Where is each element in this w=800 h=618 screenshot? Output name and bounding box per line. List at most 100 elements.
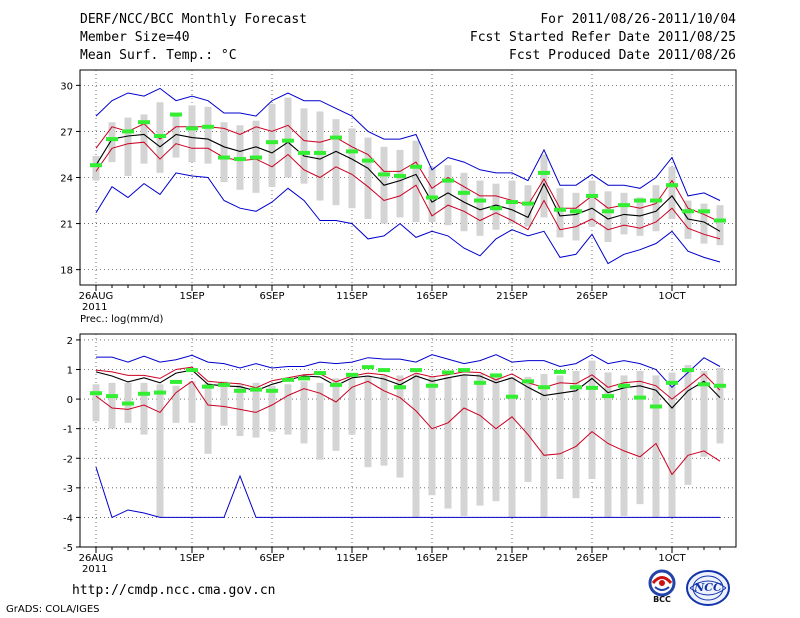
panel2-median-marker <box>426 383 438 388</box>
panel1-median-marker <box>522 201 534 206</box>
panel2-frame <box>79 333 737 548</box>
panel2-spread-box <box>412 373 420 518</box>
panel2-spread-box <box>348 378 356 435</box>
panel2-median-marker <box>314 371 326 376</box>
panel1-spread-box <box>412 140 420 223</box>
panel1-spread-box <box>140 114 148 164</box>
panel1-median-marker <box>234 157 246 162</box>
panel2-median-marker <box>490 373 502 378</box>
panel2-spread-box <box>316 382 324 460</box>
panel2-spread-box <box>140 382 148 435</box>
panel2-y-tick-label: -2 <box>63 454 73 465</box>
panel2-spread-box <box>620 375 628 516</box>
bcc-logo-icon <box>648 569 676 597</box>
panel1-spread-box <box>620 192 628 235</box>
panel2-median-marker <box>618 383 630 388</box>
panel1-median-marker <box>378 172 390 177</box>
panel1-y-tick-label: 27 <box>60 127 73 138</box>
panel2-spread-box <box>652 375 660 518</box>
panel2-lower-percentile-line <box>95 380 721 476</box>
panel1-spread-box <box>268 103 276 187</box>
panel2-spread-box <box>524 376 532 482</box>
panel2-spread-box <box>572 370 580 499</box>
panel1-spread-box <box>476 180 484 236</box>
panel1-median-marker <box>506 200 518 205</box>
panel1-median-marker <box>698 209 710 214</box>
panel2-median-marker <box>122 401 134 406</box>
panel1-y-tick-label: 30 <box>60 81 73 92</box>
panel1-ensemble-mean-line <box>95 133 721 232</box>
start-date-label: Fcst Started Refer Date 2011/08/25 <box>469 30 736 45</box>
panel2-median-marker <box>410 368 422 373</box>
panel1-spread-box <box>716 205 724 246</box>
panel1-x-year-label: 2011 <box>82 302 107 313</box>
panel2-y-tick-label: -4 <box>63 513 73 524</box>
panel2-spread-box <box>220 381 228 426</box>
panel2-x-tick-label: 1SEP <box>179 553 204 564</box>
panel2-median-marker <box>570 385 582 390</box>
panel2-median-marker <box>458 368 470 373</box>
panel1-median-marker <box>282 138 294 143</box>
panel2-x-tick-label: 1OCT <box>658 553 686 564</box>
panel1-spread-box <box>172 116 180 158</box>
panel2-median-marker <box>554 369 566 374</box>
panel1-median-marker <box>330 135 342 140</box>
panel1-max-line <box>95 87 721 201</box>
panel1-median-marker <box>682 209 694 214</box>
panel2-x-tick-label: 26SEP <box>576 553 607 564</box>
panel1-spread-box <box>220 122 228 183</box>
panel2-spread-box <box>156 384 164 518</box>
panel2-spread-box <box>300 381 308 444</box>
panel2-median-marker <box>266 388 278 393</box>
panel1-x-tick-label: 16SEP <box>416 291 447 302</box>
panel1-x-tick-label: 6SEP <box>259 291 284 302</box>
panel1-median-marker <box>666 183 678 188</box>
panel1-median-marker <box>602 209 614 214</box>
panel2-median-marker <box>698 382 710 387</box>
panel2-spread-box <box>604 372 612 518</box>
panel1-spread-box <box>524 185 532 227</box>
panel2-spread-box <box>668 372 676 518</box>
panel2-spread-box <box>428 376 436 496</box>
panel2-spread-box <box>476 373 484 506</box>
precip-panel-title: Prec.: log(mm/d) <box>80 314 163 325</box>
panel1-median-marker <box>266 140 278 145</box>
panel1-x-tick-label: 11SEP <box>336 291 367 302</box>
panel1-median-marker <box>314 150 326 155</box>
panel2-spread-box <box>396 375 404 478</box>
panel1-spread-box <box>428 166 436 223</box>
bcc-logo-text: BCC <box>653 595 671 604</box>
panel2-y-tick-label: 1 <box>67 366 73 377</box>
panel2-spread-box <box>108 382 116 429</box>
panel2-ensemble-mean-line <box>95 369 721 409</box>
panel2-median-marker <box>282 377 294 382</box>
panel1-spread-box <box>684 200 692 239</box>
panel1-y-tick-label: 24 <box>60 174 73 185</box>
panel1-spread-box <box>364 137 372 219</box>
panel1-spread-box <box>204 106 212 164</box>
panel2-median-marker <box>106 394 118 399</box>
panel2-spread-box <box>540 373 548 518</box>
panel1-spread-box <box>444 165 452 226</box>
panel2-median-marker <box>666 380 678 385</box>
panel1-spread-box <box>652 185 660 232</box>
panel2-x-tick-label: 16SEP <box>416 553 447 564</box>
panel1-x-tick-label: 1OCT <box>658 291 686 302</box>
panel1-median-marker <box>106 137 118 142</box>
panel2-median-marker <box>346 372 358 377</box>
panel2-median-marker <box>330 382 342 387</box>
panel1-median-marker <box>346 149 358 154</box>
panel2-spread-box <box>332 378 340 451</box>
panel2-y-tick-label: -5 <box>63 543 73 554</box>
member-size-label: Member Size=40 <box>80 30 190 45</box>
panel2-median-marker <box>394 385 406 390</box>
panel2-max-line <box>96 354 721 389</box>
panel1-median-marker <box>410 164 422 169</box>
panel2-spread-box <box>92 384 100 422</box>
panel2-y-tick-label: -3 <box>63 484 73 495</box>
panel2-spread-box <box>700 370 708 457</box>
panel2-spread-box <box>204 382 212 454</box>
panel2-x-tick-label: 11SEP <box>336 553 367 564</box>
panel2-upper-percentile-line <box>95 366 721 400</box>
